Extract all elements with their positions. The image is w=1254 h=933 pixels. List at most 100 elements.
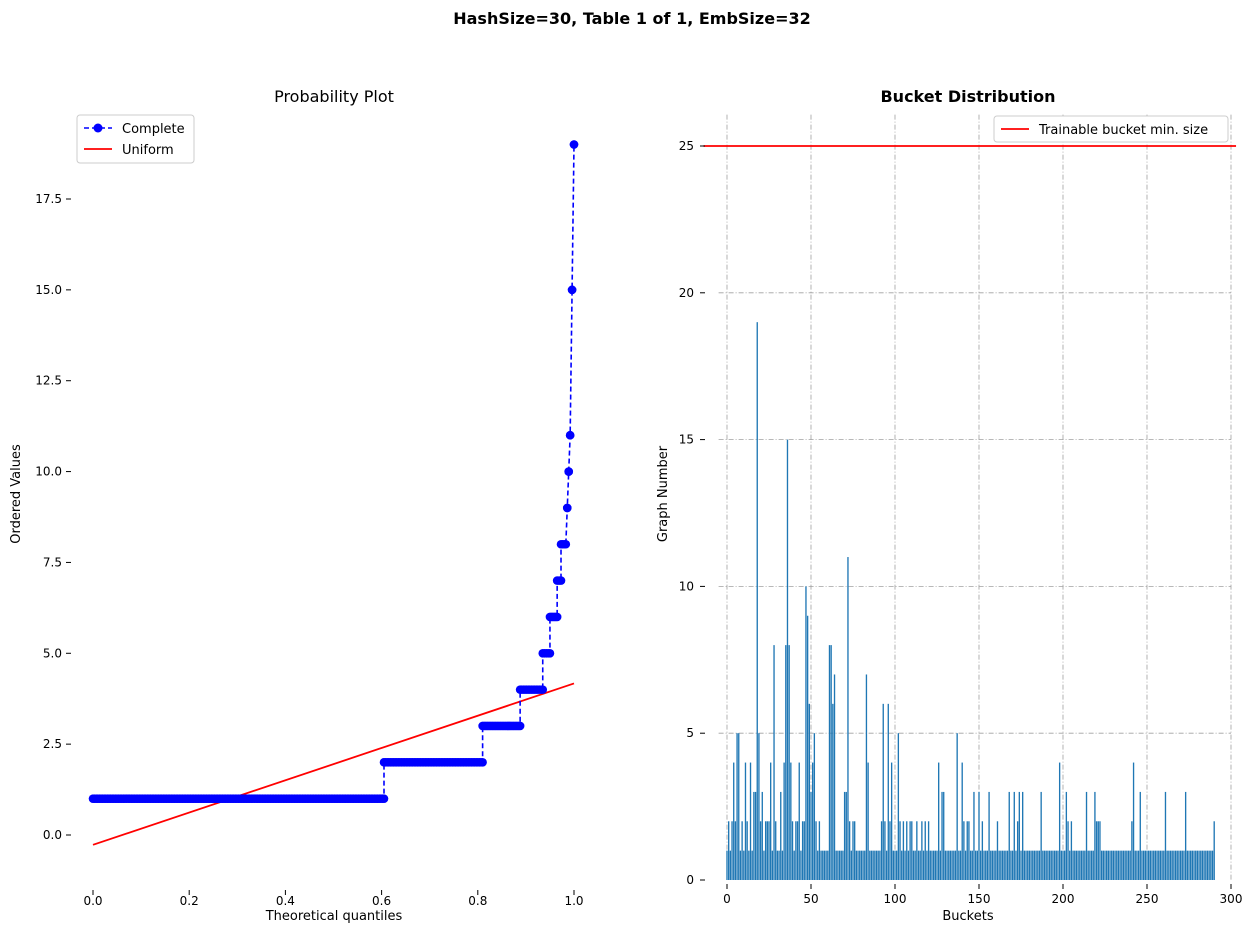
bucket-bar <box>1107 850 1110 880</box>
complete-point <box>515 721 525 731</box>
bucket-bar <box>859 850 861 880</box>
bucket-bar <box>889 821 891 880</box>
left-x-tick-label: 0.4 <box>276 894 295 908</box>
complete-point <box>567 285 577 295</box>
bucket-bar <box>761 791 763 880</box>
complete-point <box>565 430 575 440</box>
bucket-bar <box>1055 850 1057 880</box>
right-y-tick-label: 25 <box>679 139 694 153</box>
right-y-tick-label: 15 <box>679 433 694 447</box>
bucket-bar <box>879 850 881 880</box>
bucket-bar <box>1050 850 1052 880</box>
bucket-bar <box>1117 850 1120 880</box>
uniform-line <box>92 682 575 846</box>
bucket-bar <box>803 821 805 880</box>
bucket-bar <box>1208 850 1210 880</box>
bucket-bar <box>1136 850 1138 880</box>
left-y-tick-label: 15.0 <box>35 283 62 297</box>
bucket-bar <box>1158 850 1160 880</box>
bucket-bar <box>1013 791 1015 880</box>
bucket-bar <box>885 850 888 880</box>
left-x-tick-label: 0.0 <box>83 894 102 908</box>
bucket-bar <box>1181 850 1183 880</box>
bucket-bar <box>922 850 925 880</box>
bucket-bar <box>929 850 931 880</box>
bucket-bar <box>1087 850 1089 880</box>
bucket-bar <box>1139 791 1141 880</box>
bucket-bar <box>770 762 772 880</box>
bucket-bar <box>754 791 757 880</box>
bucket-bar <box>1070 821 1073 880</box>
bucket-bar <box>1211 850 1214 880</box>
bucket-bar <box>759 821 762 880</box>
bucket-bar <box>1176 850 1178 880</box>
bucket-bar <box>1082 850 1084 880</box>
bucket-bar <box>971 850 973 880</box>
bucket-bar <box>894 850 896 880</box>
bucket-bar <box>914 850 916 880</box>
bucket-bar <box>978 791 980 880</box>
bucket-bar <box>1095 821 1098 880</box>
bucket-bar <box>795 821 797 880</box>
bucket-bar <box>1131 821 1133 880</box>
bucket-bar <box>869 850 871 880</box>
left-y-tick-label: 17.5 <box>35 192 62 206</box>
bucket-bar <box>817 850 819 880</box>
bucket-bar <box>1154 850 1157 880</box>
bucket-bar <box>1030 850 1032 880</box>
left-y-axis: 0.0 2.5 5.0 7.5 10.0 12.5 15.0 17.5 <box>35 192 71 842</box>
bucket-bar <box>939 850 942 880</box>
bucket-bar <box>875 850 878 880</box>
bucket-bar <box>744 762 747 880</box>
bucket-bar <box>1074 850 1076 880</box>
bars-layer <box>726 322 1215 880</box>
bucket-bar <box>1109 850 1111 880</box>
bucket-bar <box>837 850 839 880</box>
bucket-bar <box>801 821 804 880</box>
left-x-tick-label: 0.6 <box>372 894 391 908</box>
bucket-bar <box>1048 850 1051 880</box>
bucket-bar <box>867 762 869 880</box>
bucket-bar <box>1191 850 1194 880</box>
bucket-bar <box>1040 791 1042 880</box>
right-y-axis-label: Graph Number <box>656 445 671 542</box>
bucket-bar <box>931 850 933 880</box>
bucket-bar <box>892 850 894 880</box>
bucket-bar <box>901 850 903 880</box>
bucket-bar <box>996 821 999 880</box>
bucket-bar <box>991 850 994 880</box>
complete-point <box>569 140 579 149</box>
bucket-bar <box>766 821 768 880</box>
left-y-tick-label: 7.5 <box>43 555 62 569</box>
bucket-bar <box>847 557 849 880</box>
bucket-bar <box>1010 850 1012 880</box>
bucket-bar <box>1198 850 1200 880</box>
bucket-bar <box>1043 850 1046 880</box>
bucket-bar <box>1047 850 1049 880</box>
right-legend-frame <box>993 115 1229 143</box>
bucket-bar <box>1210 850 1212 880</box>
bucket-bar <box>1020 850 1022 880</box>
bucket-bar <box>778 850 780 880</box>
figure-suptitle: HashSize=30, Table 1 of 1, EmbSize=32 <box>453 9 811 28</box>
left-y-tick-label: 10.0 <box>35 465 62 479</box>
complete-point <box>538 685 548 694</box>
bucket-bar <box>1201 850 1204 880</box>
right-x-tick-label: 250 <box>1136 892 1159 906</box>
bucket-bar <box>771 850 774 880</box>
bucket-bar <box>840 850 842 880</box>
bucket-bar <box>882 703 884 880</box>
bucket-bar <box>734 821 737 880</box>
bucket-bar <box>773 645 775 880</box>
bucket-bar <box>954 850 957 880</box>
left-legend: Complete Uniform <box>76 114 195 164</box>
legend-uniform-label: Uniform <box>122 143 174 158</box>
bucket-bar <box>1144 850 1146 880</box>
legend-complete-marker-icon <box>93 123 103 133</box>
complete-series-layer <box>88 140 579 803</box>
bucket-bar <box>909 821 911 880</box>
bucket-bar <box>938 762 940 880</box>
bucket-bar <box>927 821 930 880</box>
bucket-bar <box>1064 850 1066 880</box>
